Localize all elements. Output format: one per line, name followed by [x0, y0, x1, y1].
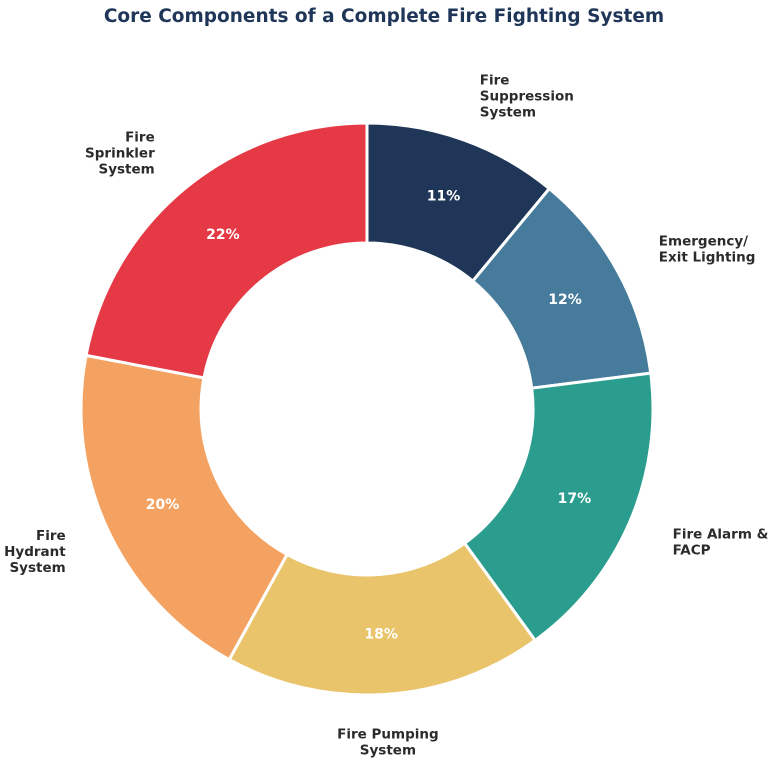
percent-label-fire-pumping-system: 18% [364, 627, 398, 643]
percent-label-fire-hydrant-system: 20% [146, 497, 180, 513]
category-label-fire-alarm-facp: Fire Alarm & FACP [673, 526, 768, 558]
category-label-line: Suppression [480, 89, 574, 105]
category-label-line: Fire [480, 73, 510, 89]
slice-fire-sprinkler-system [84, 121, 369, 380]
percent-label-emergency-exit-lighting: 12% [548, 292, 582, 308]
percent-label-fire-sprinkler-system: 22% [206, 227, 240, 243]
category-label-fire-sprinkler-system: Fire Sprinkler System [85, 129, 155, 177]
slice-fire-hydrant-system [79, 353, 290, 662]
category-label-line: Fire Pumping [337, 726, 439, 742]
category-label-emergency-exit-lighting: Emergency/Exit Lighting [659, 234, 756, 266]
category-label-line: Emergency/ [659, 234, 748, 250]
category-label-line: Exit Lighting [659, 250, 756, 266]
category-label-fire-hydrant-system: Fire Hydrant System [4, 528, 66, 576]
percent-labels-layer: 11% 12% 17% 18% 20% 22% [146, 188, 591, 642]
category-label-fire-pumping-system: Fire Pumping System [337, 726, 439, 758]
category-label-line: Fire [36, 528, 66, 544]
category-label-line: Fire Alarm & [673, 526, 768, 542]
category-label-line: System [360, 742, 416, 758]
category-label-fire-suppression-system: Fire Suppression System [480, 73, 574, 121]
category-label-line: System [9, 560, 65, 576]
percent-label-fire-alarm-facp: 17% [558, 491, 592, 507]
category-label-line: Fire [125, 129, 155, 145]
percent-label-fire-suppression-system: 11% [427, 188, 461, 204]
category-label-line: System [98, 161, 154, 177]
slice-fire-alarm-facp [462, 371, 655, 643]
category-label-line: FACP [673, 542, 711, 558]
slice-fire-pumping-system [227, 541, 538, 697]
category-label-line: System [480, 105, 536, 121]
category-label-line: Hydrant [4, 544, 66, 560]
category-label-line: Sprinkler [85, 145, 155, 161]
slices-layer [79, 121, 655, 697]
chart-title: Core Components of a Complete Fire Fight… [103, 6, 665, 27]
